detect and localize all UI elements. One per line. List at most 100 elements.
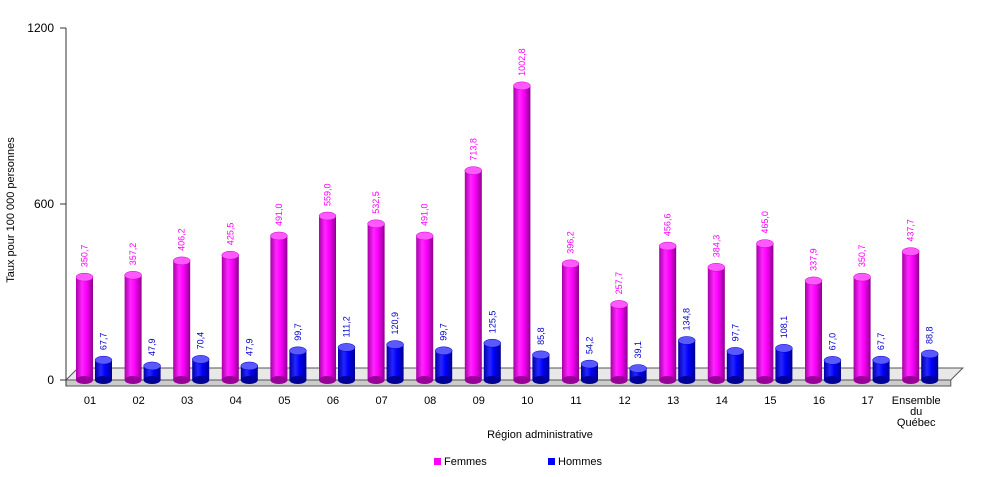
bar-base [435, 376, 453, 384]
bar-top [804, 276, 823, 286]
bar-body [562, 263, 579, 380]
value-label: 111,2 [342, 316, 352, 337]
bar-base [338, 376, 355, 384]
value-label: 257,7 [614, 272, 624, 295]
bar-base [483, 376, 501, 384]
category-label: Québec [897, 417, 936, 429]
bar-base [921, 376, 939, 384]
bar-body [659, 246, 677, 380]
bar-top [658, 241, 677, 251]
bar-base [629, 376, 647, 384]
value-label: 456,6 [663, 214, 673, 237]
value-label: 47,9 [147, 338, 157, 356]
bar-femmes [853, 272, 871, 384]
chart-bars [75, 81, 939, 384]
bar-body [513, 85, 531, 380]
bar-top [920, 349, 939, 359]
chart-axes: 0 600 1200 [27, 21, 67, 387]
bar-top [726, 347, 745, 356]
value-label: 406,2 [177, 228, 187, 251]
bar-body [824, 360, 841, 380]
category-label: 14 [716, 395, 728, 407]
value-label: 134,8 [682, 308, 692, 331]
bar-body [581, 364, 598, 380]
bar-top [191, 355, 210, 364]
bar-hommes [629, 364, 647, 384]
bar-base [707, 376, 725, 384]
bar-body [483, 343, 501, 380]
bar-top [561, 259, 580, 269]
bar-base [581, 376, 598, 384]
bar-body [853, 277, 871, 380]
bar-hommes [94, 355, 113, 384]
bar-femmes [415, 231, 434, 384]
bar-top [872, 355, 890, 365]
bar-top [775, 344, 793, 353]
category-label: 07 [375, 395, 387, 407]
bar-femmes [221, 250, 240, 384]
bar-base [756, 376, 774, 384]
bar-top [75, 272, 94, 282]
category-label: 15 [764, 395, 776, 407]
bar-base [416, 376, 434, 384]
bar-body [775, 348, 793, 380]
bar-top [513, 81, 531, 91]
bar-femmes [561, 259, 580, 384]
value-label: 532,5 [371, 191, 381, 214]
bar-base [367, 376, 385, 384]
bar-hommes [143, 361, 161, 384]
category-label: 09 [473, 395, 485, 407]
category-label: Ensemble [892, 395, 941, 407]
value-label: 85,8 [536, 327, 546, 345]
bar-base [270, 376, 288, 384]
bar-femmes [270, 231, 288, 384]
bar-base [289, 376, 307, 384]
bar-top [415, 231, 434, 241]
category-label: 12 [618, 395, 630, 407]
bar-hommes [872, 355, 890, 384]
bar-hommes [677, 336, 696, 384]
value-label: 125,5 [487, 311, 497, 334]
bar-body [726, 351, 744, 380]
bar-body [921, 353, 939, 380]
bar-top [532, 350, 550, 360]
bar-hommes [191, 355, 210, 384]
legend-swatch [434, 458, 441, 465]
bar-body [678, 340, 696, 380]
legend-label: Femmes [444, 456, 487, 468]
bar-femmes [756, 239, 774, 384]
chart-legend: Femmes Hommes [434, 456, 603, 468]
bar-base [678, 376, 696, 384]
bar-body [124, 275, 142, 380]
bar-top [143, 361, 161, 371]
bar-hommes [823, 356, 842, 384]
bar-base [659, 376, 677, 384]
bar-top [901, 247, 920, 256]
value-label: 67,7 [99, 333, 109, 351]
bar-body [270, 235, 288, 380]
value-label: 108,1 [779, 316, 789, 339]
y-tick-label: 0 [47, 373, 54, 387]
bar-body [386, 344, 404, 380]
bar-hommes [580, 359, 599, 384]
bar-top [483, 338, 502, 348]
bar-body [173, 260, 191, 380]
value-label: 425,5 [225, 223, 235, 246]
y-tick-label: 1200 [27, 21, 54, 35]
value-label: 350,7 [857, 245, 867, 268]
bar-hommes [775, 344, 793, 384]
bar-base [532, 376, 550, 384]
bar-top [240, 361, 259, 371]
bar-base [173, 376, 191, 384]
bar-top [367, 219, 385, 229]
bar-top [337, 343, 356, 352]
bar-base [610, 376, 628, 384]
bar-femmes [901, 247, 920, 384]
bar-base [386, 376, 404, 384]
bar-top [464, 166, 483, 175]
bar-body [435, 350, 453, 380]
bar-body [289, 350, 307, 380]
bar-base [95, 376, 112, 384]
bar-femmes [172, 256, 191, 384]
category-label: du [910, 406, 922, 418]
